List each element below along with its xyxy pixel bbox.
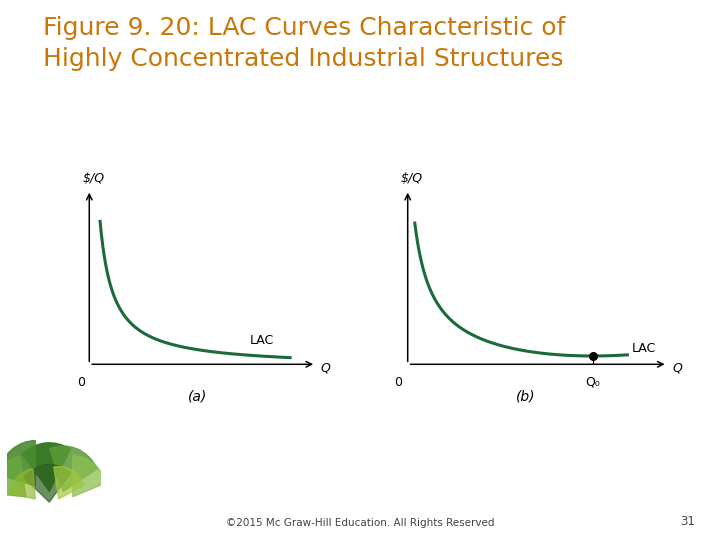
Text: Figure 9. 20: LAC Curves Characteristic of
Highly Concentrated Industrial Struct: Figure 9. 20: LAC Curves Characteristic … [43,16,566,71]
Text: 31: 31 [680,515,695,528]
Wedge shape [0,441,35,486]
Text: Q: Q [672,361,682,374]
Wedge shape [24,464,71,502]
Text: $/Q: $/Q [83,172,105,185]
Text: Q: Q [320,361,330,374]
Text: ©2015 Mc Graw-Hill Education. All Rights Reserved: ©2015 Mc Graw-Hill Education. All Rights… [226,518,494,528]
Text: LAC: LAC [249,334,274,347]
Wedge shape [0,456,26,497]
Wedge shape [54,467,84,499]
Wedge shape [22,443,71,491]
Text: Q₀: Q₀ [585,376,600,389]
Text: 0: 0 [76,376,85,389]
Wedge shape [73,456,106,497]
Text: $/Q: $/Q [400,172,423,185]
Text: (b): (b) [516,389,536,403]
Wedge shape [9,469,35,499]
Text: 0: 0 [395,376,402,389]
Text: LAC: LAC [632,342,657,355]
Wedge shape [50,446,97,491]
Text: (a): (a) [188,389,207,403]
